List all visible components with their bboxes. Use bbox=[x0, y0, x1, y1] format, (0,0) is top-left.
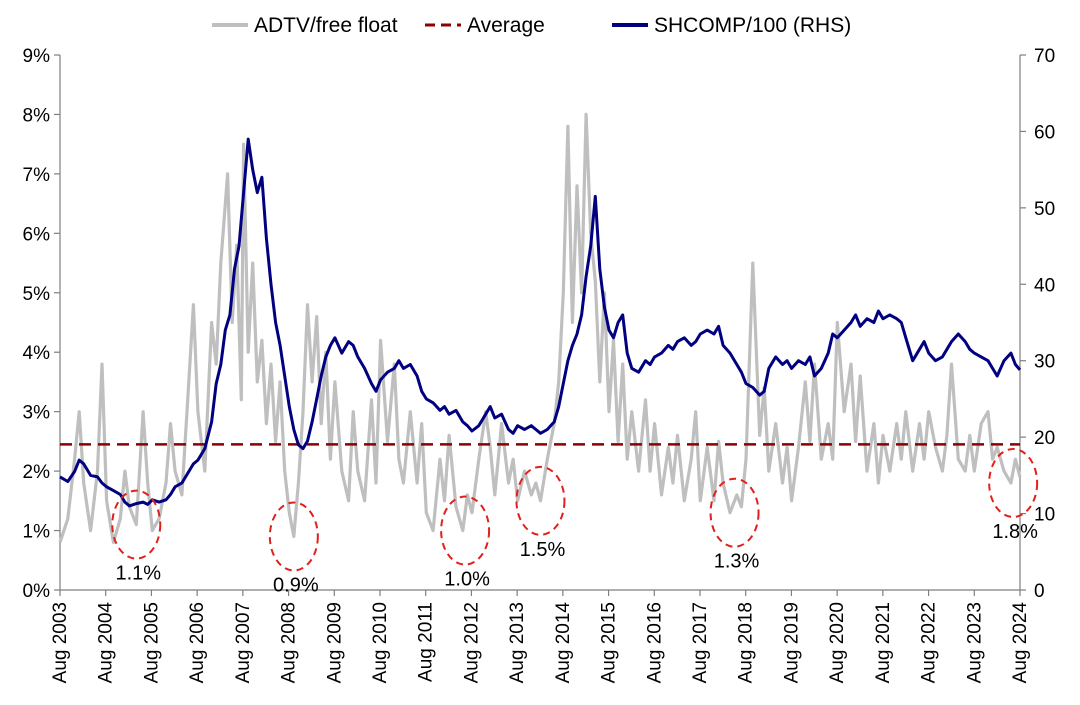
left-tick-label: 4% bbox=[23, 343, 51, 364]
series-layer bbox=[58, 112, 1022, 544]
annotation-label: 1.3% bbox=[714, 551, 760, 573]
annotation-label: 1.5% bbox=[520, 539, 566, 561]
right-tick-label: 10 bbox=[1034, 505, 1055, 526]
x-tick-label: Aug 2012 bbox=[461, 602, 482, 683]
right-tick-label: 30 bbox=[1034, 352, 1055, 373]
annotation-circle bbox=[440, 495, 491, 566]
x-tick-label: Aug 2010 bbox=[370, 602, 391, 683]
right-tick-label: 0 bbox=[1034, 581, 1045, 602]
annotation-label: 1.0% bbox=[444, 569, 490, 591]
x-tick-label: Aug 2020 bbox=[827, 602, 848, 683]
annotation-label: 0.9% bbox=[273, 575, 319, 597]
left-tick-label: 2% bbox=[23, 462, 51, 483]
x-tick-label: Aug 2011 bbox=[416, 602, 437, 682]
x-tick-label: Aug 2007 bbox=[233, 602, 254, 683]
series-line-2 bbox=[59, 137, 1022, 508]
left-tick-label: 8% bbox=[23, 105, 51, 126]
legend-label: ADTV/free float bbox=[254, 14, 398, 37]
right-y-axis: 0 10 20 30 40 50 60 70 bbox=[1019, 46, 1055, 602]
left-tick-label: 9% bbox=[23, 46, 51, 67]
right-tick-label: 20 bbox=[1034, 428, 1055, 449]
annotation-circle bbox=[988, 448, 1039, 518]
left-y-axis: 0% 1% 2% 3% 4% 5% 6% 7% 8% 9% bbox=[23, 46, 61, 602]
x-axis: Aug 2003 Aug 2004 Aug 2005 Aug 2006 Aug 2007… bbox=[50, 589, 1031, 684]
x-tick-label: Aug 2009 bbox=[324, 602, 345, 683]
annotations: 1.1% 0.9% 1.0% 1.5% 1.3% 1.8% bbox=[111, 448, 1039, 597]
annotation-circle bbox=[709, 477, 760, 548]
right-tick-label: 50 bbox=[1034, 199, 1055, 220]
left-tick-label: 5% bbox=[23, 284, 51, 305]
annotation-circle bbox=[268, 501, 319, 572]
series-line-0 bbox=[58, 112, 1022, 544]
legend: ADTV/free float Average SHCOMP/100 (RHS) bbox=[212, 14, 851, 37]
left-tick-label: 6% bbox=[23, 224, 51, 245]
right-tick-label: 70 bbox=[1034, 46, 1055, 67]
left-tick-label: 1% bbox=[23, 522, 51, 543]
x-tick-label: Aug 2004 bbox=[96, 602, 117, 684]
x-tick-label: Aug 2022 bbox=[919, 602, 940, 683]
x-tick-label: Aug 2003 bbox=[50, 602, 71, 683]
right-tick-label: 60 bbox=[1034, 122, 1055, 143]
legend-label: SHCOMP/100 (RHS) bbox=[654, 14, 851, 37]
annotation-circle bbox=[515, 465, 566, 536]
x-tick-label: Aug 2008 bbox=[279, 602, 300, 683]
x-tick-label: Aug 2014 bbox=[553, 602, 574, 684]
right-tick-label: 40 bbox=[1034, 275, 1055, 296]
x-tick-label: Aug 2006 bbox=[187, 602, 208, 683]
x-tick-label: Aug 2005 bbox=[141, 602, 162, 683]
x-tick-label: Aug 2017 bbox=[690, 602, 711, 683]
left-tick-label: 0% bbox=[23, 581, 51, 602]
x-tick-label: Aug 2016 bbox=[644, 602, 665, 683]
x-tick-label: Aug 2018 bbox=[736, 602, 757, 683]
x-tick-label: Aug 2019 bbox=[781, 602, 802, 683]
left-tick-label: 3% bbox=[23, 403, 51, 424]
annotation-label: 1.1% bbox=[115, 563, 161, 585]
x-tick-label: Aug 2021 bbox=[873, 602, 894, 683]
x-tick-label: Aug 2024 bbox=[1010, 602, 1031, 684]
x-tick-label: Aug 2013 bbox=[507, 602, 528, 683]
annotation-circle bbox=[111, 489, 162, 560]
left-tick-label: 7% bbox=[23, 165, 51, 186]
x-tick-label: Aug 2023 bbox=[964, 602, 985, 683]
annotation-label: 1.8% bbox=[992, 521, 1038, 543]
x-tick-label: Aug 2015 bbox=[599, 602, 620, 683]
legend-label: Average bbox=[467, 14, 545, 37]
